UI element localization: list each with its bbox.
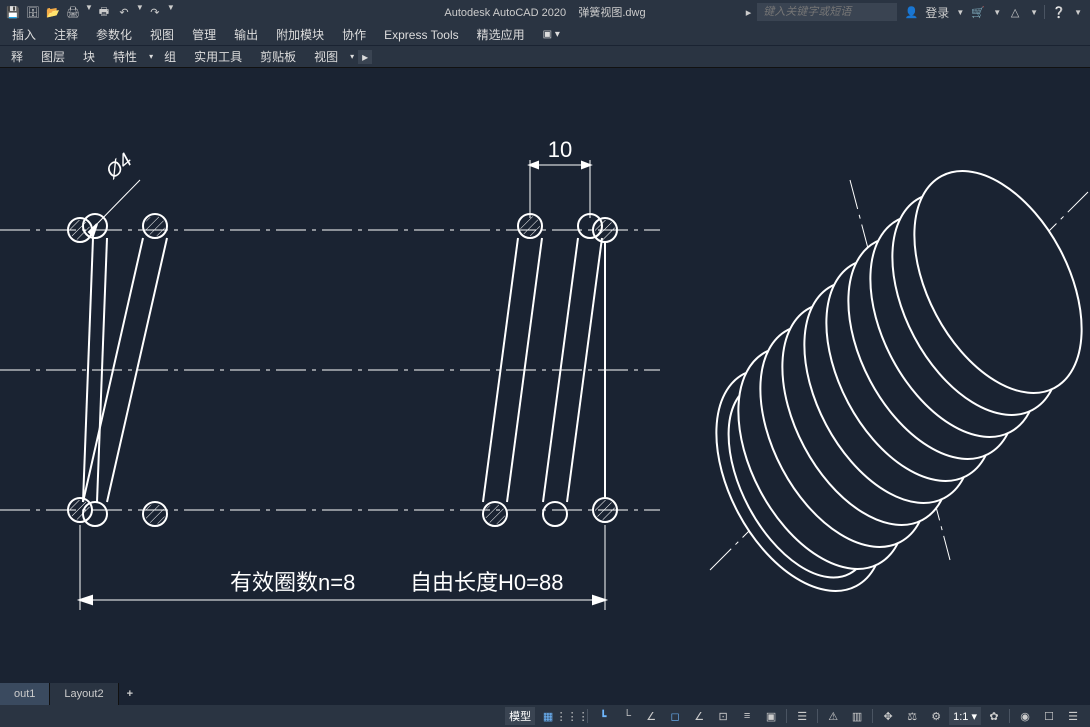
annovis-btn[interactable]: ⚙: [925, 707, 947, 725]
signin-caret-icon[interactable]: ▼: [956, 8, 964, 17]
clean-btn[interactable]: ☐: [1038, 707, 1060, 725]
snap-btn[interactable]: ┗: [592, 707, 614, 725]
cloud-icon[interactable]: △: [1007, 4, 1023, 20]
drawing-canvas[interactable]: 10 Ø4 有效圈数n=8 自由长度H0=88: [0, 70, 1090, 683]
panel-特性[interactable]: 特性: [106, 48, 144, 66]
saveall-icon[interactable]: 🗄: [24, 3, 42, 21]
undo-icon-caret[interactable]: ▼: [136, 3, 144, 21]
panel-释[interactable]: 释: [4, 48, 30, 66]
redo-icon-caret[interactable]: ▼: [167, 3, 175, 21]
search-input[interactable]: [757, 3, 897, 21]
open-icon[interactable]: 📂: [44, 3, 62, 21]
ribbon-tabs: 插入 注释 参数化 视图 管理 输出 附加模块 协作 Express Tools 精选应用 ▣ ▾: [0, 24, 1090, 46]
dyn-btn[interactable]: ⊡: [712, 707, 734, 725]
panel-图层[interactable]: 图层: [34, 48, 72, 66]
scale-btn[interactable]: 1:1 ▾: [949, 707, 981, 725]
plot-icon[interactable]: 🖶: [95, 3, 113, 21]
file-name: 弹簧视图.dwg: [578, 7, 645, 19]
layout-tab-out1[interactable]: out1: [0, 683, 50, 705]
menu-注释[interactable]: 注释: [54, 26, 78, 43]
menu-输出[interactable]: 输出: [234, 26, 258, 43]
trans-btn[interactable]: ▣: [760, 707, 782, 725]
annomon-btn[interactable]: ⚠: [822, 707, 844, 725]
print-icon[interactable]: 🖨: [64, 3, 82, 21]
iii-btn[interactable]: ⋮⋮⋮: [561, 707, 583, 725]
panel-块[interactable]: 块: [76, 48, 102, 66]
exchange-icon[interactable]: 🛒: [970, 4, 986, 20]
panel-expand-icon[interactable]: ▸: [358, 50, 372, 64]
hardware-btn[interactable]: ◉: [1014, 707, 1036, 725]
help-icon[interactable]: ❔: [1051, 4, 1067, 20]
redo-icon[interactable]: ↷: [146, 3, 164, 21]
svg-text:Ø4: Ø4: [101, 149, 136, 184]
title-bar: 💾🗄📂🖨▼🖶↶▼↷▼ Autodesk AutoCAD 2020 弹簧视图.dw…: [0, 0, 1090, 24]
search-play-icon[interactable]: ▸: [746, 6, 752, 19]
lwt-btn[interactable]: ≡: [736, 707, 758, 725]
layout-tabs: out1Layout2+: [0, 683, 141, 705]
menu-Express Tools[interactable]: Express Tools: [384, 28, 458, 42]
status-bar: 模型▦⋮⋮⋮┗└∠◻∠⊡≡▣☰⚠▥✥⚖⚙1:1 ▾✿◉☐☰: [0, 705, 1090, 727]
pan-btn[interactable]: ✥: [877, 707, 899, 725]
print-icon-caret[interactable]: ▼: [85, 3, 93, 21]
undo-icon[interactable]: ↶: [115, 3, 133, 21]
annoscale-btn[interactable]: ⚖: [901, 707, 923, 725]
cycle-btn[interactable]: ☰: [791, 707, 813, 725]
svg-text:有效圈数n=8: 有效圈数n=8: [230, 570, 355, 595]
otrack-btn[interactable]: ∠: [688, 707, 710, 725]
menu-视图[interactable]: 视图: [150, 26, 174, 43]
panel-row: 释图层块特性▾组实用工具剪贴板视图▾▸: [0, 46, 1090, 68]
layout-tab-Layout2[interactable]: Layout2: [50, 683, 118, 705]
polar-btn[interactable]: ∠: [640, 707, 662, 725]
svg-text:10: 10: [548, 137, 572, 162]
menu-精选应用[interactable]: 精选应用: [477, 26, 525, 43]
signin-icon[interactable]: 👤: [903, 4, 919, 20]
custom-btn[interactable]: ☰: [1062, 707, 1084, 725]
menu-管理[interactable]: 管理: [192, 26, 216, 43]
menu-参数化[interactable]: 参数化: [96, 26, 132, 43]
app-title: Autodesk AutoCAD 2020 弹簧视图.dwg: [444, 4, 645, 20]
panel-视图[interactable]: 视图: [307, 48, 345, 66]
panel-组[interactable]: 组: [157, 48, 183, 66]
menu-协作[interactable]: 协作: [342, 26, 366, 43]
add-layout-icon[interactable]: +: [119, 686, 141, 702]
svg-text:自由长度H0=88: 自由长度H0=88: [410, 570, 563, 595]
signin-label[interactable]: 登录: [925, 4, 949, 21]
save-icon[interactable]: 💾: [4, 3, 22, 21]
menu-插入[interactable]: 插入: [12, 26, 36, 43]
iso-btn[interactable]: ▥: [846, 707, 868, 725]
title-right-tools: ▸ 👤 登录 ▼ 🛒▼ △▼ ❔▼: [746, 3, 1082, 21]
model-btn[interactable]: 模型: [505, 707, 535, 725]
panel-剪贴板[interactable]: 剪贴板: [253, 48, 303, 66]
ribbon-overflow-icon[interactable]: ▣ ▾: [543, 29, 560, 40]
drawing-svg: 10 Ø4 有效圈数n=8 自由长度H0=88: [0, 70, 1090, 683]
osnap-btn[interactable]: ◻: [664, 707, 686, 725]
panel-实用工具[interactable]: 实用工具: [187, 48, 249, 66]
menu-附加模块[interactable]: 附加模块: [276, 26, 324, 43]
ortho-btn[interactable]: └: [616, 707, 638, 725]
quick-access-toolbar: 💾🗄📂🖨▼🖶↶▼↷▼: [0, 3, 175, 21]
app-name: Autodesk AutoCAD 2020: [444, 7, 566, 19]
gear-btn[interactable]: ✿: [983, 707, 1005, 725]
